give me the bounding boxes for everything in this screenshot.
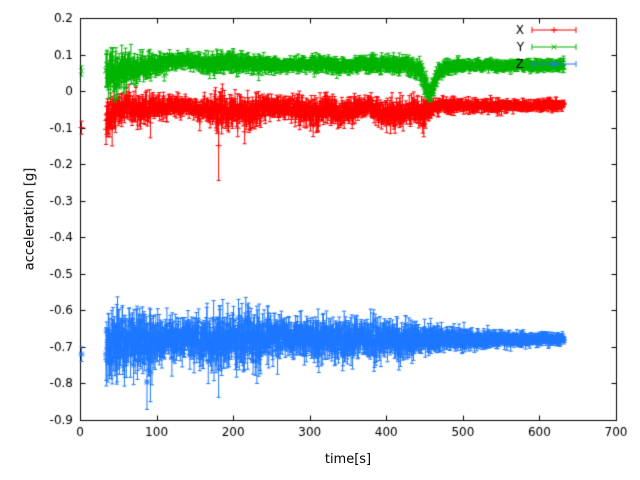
y-axis-label: acceleration [g] bbox=[22, 167, 38, 271]
x-axis-label: time[s] bbox=[324, 452, 372, 467]
